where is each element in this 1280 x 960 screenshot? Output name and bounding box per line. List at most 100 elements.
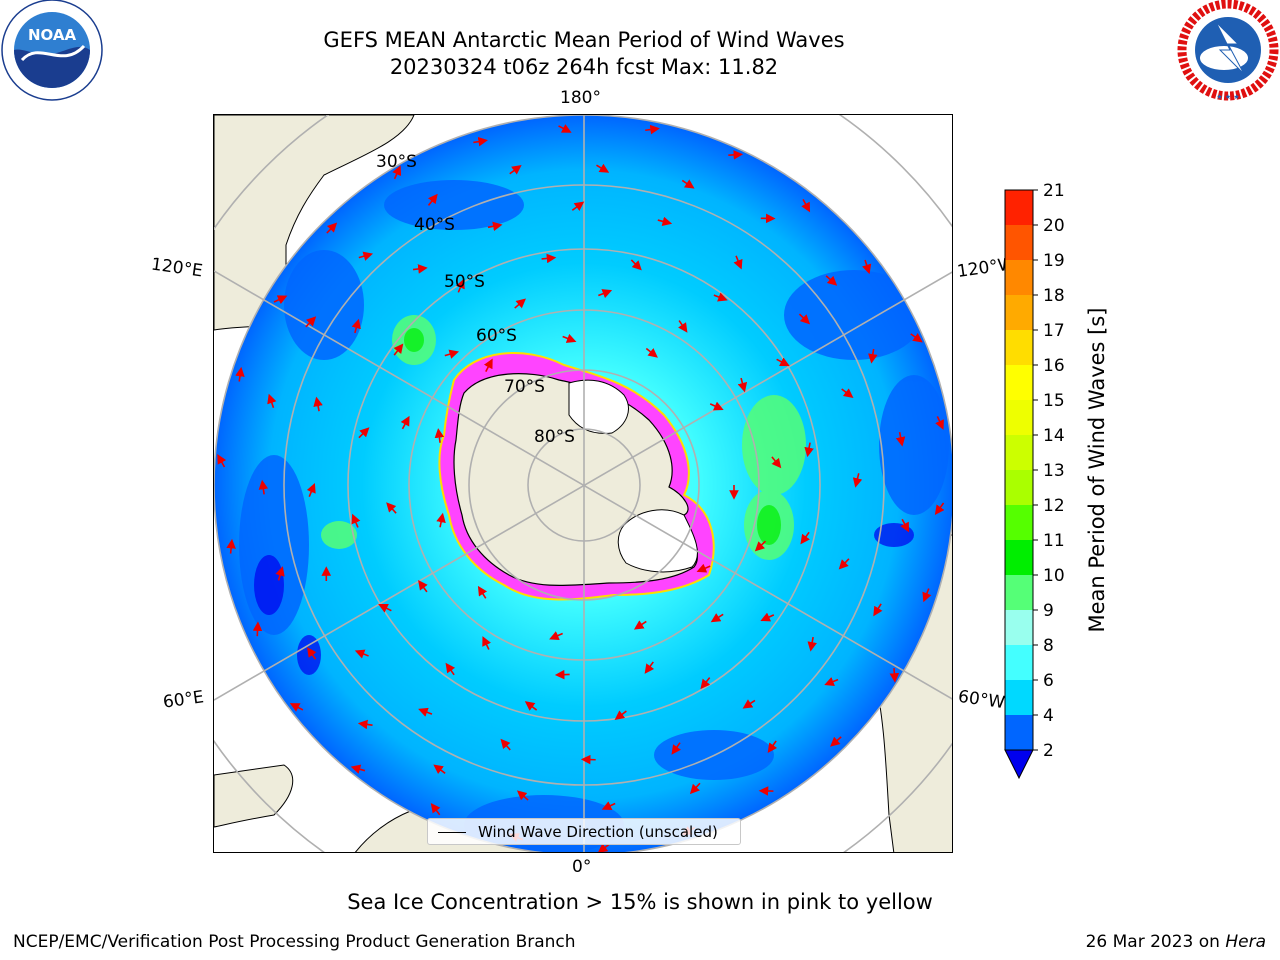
wave-direction-arrow: [267, 393, 277, 408]
footer-host: Hera: [1225, 932, 1266, 952]
wave-direction-arrow: [689, 782, 701, 795]
colorbar-segment: [1005, 400, 1033, 435]
wave-direction-arrow: [633, 620, 647, 630]
wave-direction-arrow: [922, 588, 932, 603]
wave-direction-arrow: [226, 538, 236, 554]
wave-direction-arrow: [400, 415, 410, 430]
wave-direction-arrow: [630, 259, 642, 271]
wave-direction-arrow: [392, 165, 402, 180]
wave-direction-arrow: [418, 707, 433, 717]
wave-direction-arrow: [305, 316, 317, 328]
wave-direction-arrow: [351, 318, 361, 334]
lat-label-60s: 60°S: [476, 326, 517, 346]
wave-direction-arrow: [798, 313, 811, 325]
wave-direction-arrow: [671, 742, 681, 755]
wave-direction-arrow: [804, 442, 814, 458]
wave-direction-arrow: [824, 677, 839, 686]
wave-direction-arrow: [873, 603, 883, 617]
wave-direction-arrow: [807, 636, 817, 652]
colorbar-tick-label: 16: [1043, 356, 1065, 376]
wave-direction-arrow: [900, 518, 910, 533]
wave-direction-arrow: [487, 221, 503, 232]
nws-logo: ★ ★ ★: [1177, 0, 1279, 101]
wave-direction-arrow: [696, 563, 711, 573]
wave-direction-arrow: [350, 764, 366, 774]
wave-direction-arrow: [868, 348, 878, 364]
colorbar-segment: [1005, 470, 1033, 505]
wave-direction-arrow: [657, 216, 673, 227]
wave-direction-arrow: [217, 454, 227, 468]
legend-label: Wind Wave Direction (unscaled): [478, 823, 718, 841]
colorbar-segment: [1005, 190, 1033, 225]
wave-direction-arrow: [514, 298, 526, 309]
wave-direction-arrow: [597, 843, 610, 852]
wave-direction-arrow: [358, 251, 374, 261]
wave-direction-arrow: [910, 332, 923, 343]
wave-direction-arrow: [509, 164, 522, 175]
svg-text:NOAA: NOAA: [28, 26, 77, 44]
lat-label-40s: 40°S: [414, 215, 455, 235]
wave-direction-arrow: [549, 631, 563, 640]
wave-direction-arrow: [934, 502, 945, 515]
wave-direction-arrow: [412, 264, 428, 274]
wave-direction-arrow: [801, 198, 811, 213]
wave-direction-arrow: [434, 428, 445, 443]
colorbar-tick-label: 14: [1043, 426, 1065, 446]
wave-direction-arrow: [862, 259, 872, 275]
wave-direction-arrow: [307, 647, 317, 660]
wave-direction-arrow: [838, 558, 850, 570]
wave-direction-arrow: [541, 253, 557, 264]
wave-direction-arrow: [700, 677, 711, 690]
wave-direction-arrow: [841, 388, 854, 398]
colorbar-segment: [1005, 365, 1033, 400]
colorbar-segment: [1005, 295, 1033, 330]
wave-direction-arrow: [733, 255, 743, 270]
wave-direction-arrow: [258, 479, 269, 495]
colorbar-tick-label: 15: [1043, 391, 1065, 411]
colorbar-tick-label: 18: [1043, 286, 1065, 306]
colorbar-tick-label: 21: [1043, 181, 1065, 201]
colorbar-segment: [1005, 260, 1033, 295]
wave-direction-arrow: [444, 349, 460, 359]
lon-label-180: 180°: [560, 88, 601, 108]
antarctica: [453, 373, 698, 587]
wave-direction-arrow: [681, 179, 695, 189]
colorbar-tick-label: 11: [1043, 531, 1065, 551]
colorbar-label: Mean Period of Wind Waves [s]: [1085, 307, 1109, 633]
wave-direction-arrow: [645, 347, 658, 358]
wave-direction-arrow: [354, 649, 369, 659]
lat-label-80s: 80°S: [534, 427, 575, 447]
caption: Sea Ice Concentration > 15% is shown in …: [347, 890, 933, 914]
wave-direction-arrow: [562, 333, 577, 343]
wave-direction-arrow: [357, 719, 373, 730]
footer-date: 26 Mar 2023 on Hera: [1085, 932, 1266, 952]
wave-direction-arrow: [767, 740, 778, 754]
colorbar-tick-label: 20: [1043, 216, 1065, 236]
wave-direction-arrow: [800, 531, 810, 545]
wave-direction-arrow: [754, 540, 767, 552]
wave-direction-arrow: [500, 738, 511, 751]
colorbar-segment: [1005, 225, 1033, 260]
lon-label-60e: 60°E: [161, 687, 206, 713]
colorbar-segment: [1005, 610, 1033, 645]
colorbar-segment: [1005, 715, 1033, 750]
colorbar-segment: [1005, 435, 1033, 470]
svg-text:★ ★ ★: ★ ★ ★: [1216, 93, 1239, 101]
wave-direction-arrow: [445, 662, 456, 676]
chart-subtitle: 20230324 t06z 264h fcst Max: 11.82: [389, 55, 779, 79]
wave-direction-arrow: [742, 699, 756, 709]
wave-direction-arrow: [473, 136, 488, 147]
map-frame: 30°S 40°S 50°S 60°S 70°S 80°S: [213, 114, 953, 853]
wave-direction-arrow: [713, 292, 728, 302]
wave-direction-arrow: [558, 124, 572, 133]
wave-direction-arrow: [596, 163, 610, 173]
wave-direction-arrow: [436, 512, 446, 528]
wave-direction-arrow: [482, 636, 491, 650]
wave-direction-arrow: [614, 710, 627, 721]
colorbar-segment: [1005, 505, 1033, 540]
wave-direction-arrow: [326, 222, 338, 234]
wave-direction-arrow: [455, 278, 465, 293]
colorbar-tick-label: 6: [1043, 671, 1054, 691]
wave-direction-arrow: [386, 502, 397, 514]
noaa-logo: NOAA: [1, 0, 103, 101]
